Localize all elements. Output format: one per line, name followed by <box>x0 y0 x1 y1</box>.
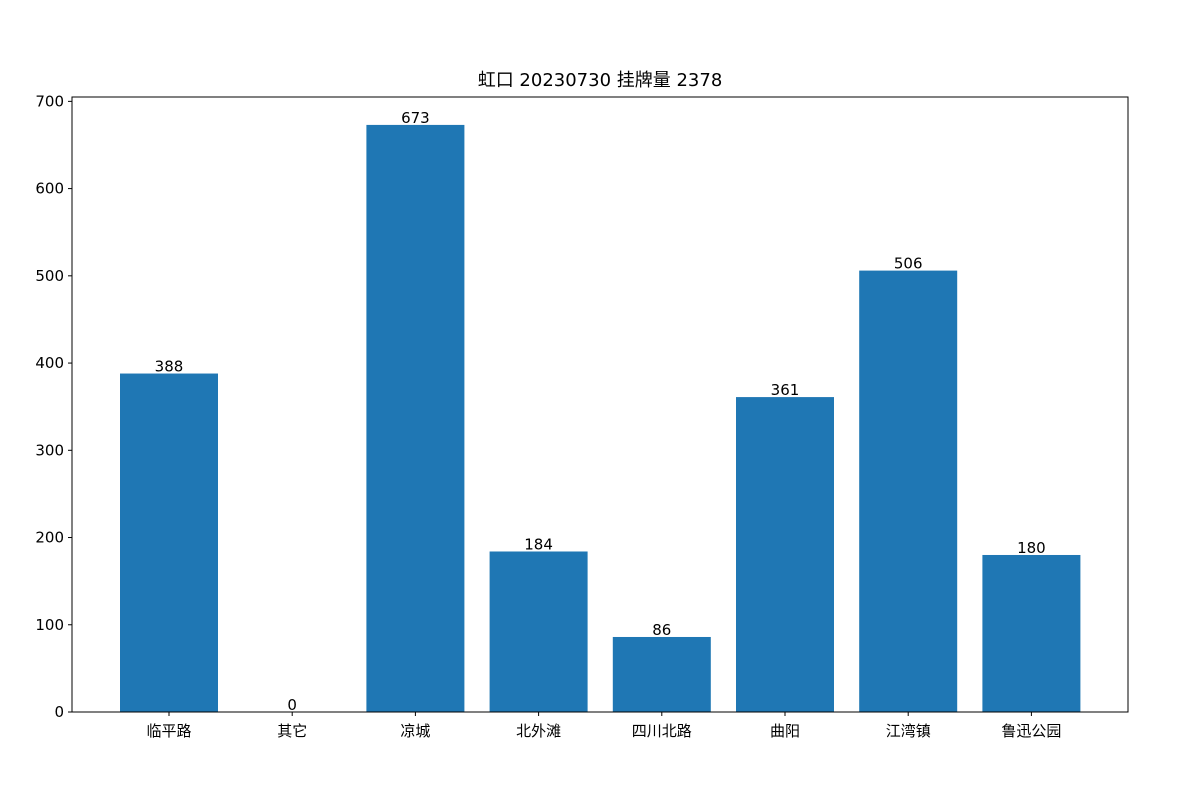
bar-2 <box>366 124 465 712</box>
x-tick-label: 其它 <box>277 722 307 740</box>
x-axis: 临平路 其它 凉城 北外滩 四川北路 曲阳 江湾镇 鲁迅公园 <box>146 712 1061 740</box>
plot-frame <box>71 96 1129 713</box>
bar-7 <box>982 554 1081 712</box>
y-tick-label: 600 <box>35 180 64 198</box>
bar-value-labels: 388 0 673 184 86 361 506 180 <box>155 109 1046 714</box>
y-tick-label: 700 <box>35 92 64 110</box>
y-tick-label: 200 <box>35 529 64 547</box>
chart-title: 虹口 20230730 挂牌量 2378 <box>478 70 723 91</box>
x-tick-label: 四川北路 <box>632 722 692 740</box>
x-tick-label: 北外滩 <box>516 722 561 740</box>
bar-0 <box>120 373 218 712</box>
x-tick-label: 江湾镇 <box>886 722 931 740</box>
bar-value-label: 86 <box>652 621 671 639</box>
bar-6 <box>859 270 958 712</box>
x-tick-label: 临平路 <box>146 722 191 740</box>
bar-value-label: 361 <box>771 381 800 399</box>
bar-value-label: 0 <box>287 696 297 714</box>
x-tick-label: 曲阳 <box>770 722 800 740</box>
y-tick-label: 500 <box>35 267 64 285</box>
y-axis: 0 100 200 300 400 500 600 700 <box>35 92 72 721</box>
y-tick-label: 300 <box>35 441 64 459</box>
bar-value-label: 180 <box>1017 539 1046 557</box>
bar-value-label: 506 <box>894 255 923 273</box>
bar-5 <box>736 397 834 712</box>
bar-3 <box>489 551 588 712</box>
bar-4 <box>612 636 711 712</box>
y-tick-label: 400 <box>35 354 64 372</box>
y-tick-label: 100 <box>35 616 64 634</box>
y-tick-label: 0 <box>54 703 64 721</box>
bar-value-label: 184 <box>524 535 553 553</box>
bars-layer <box>120 124 1081 712</box>
bar-value-label: 388 <box>155 358 184 376</box>
bar-value-label: 673 <box>401 109 430 127</box>
x-tick-label: 凉城 <box>400 722 430 740</box>
x-tick-label: 鲁迅公园 <box>1001 722 1061 740</box>
